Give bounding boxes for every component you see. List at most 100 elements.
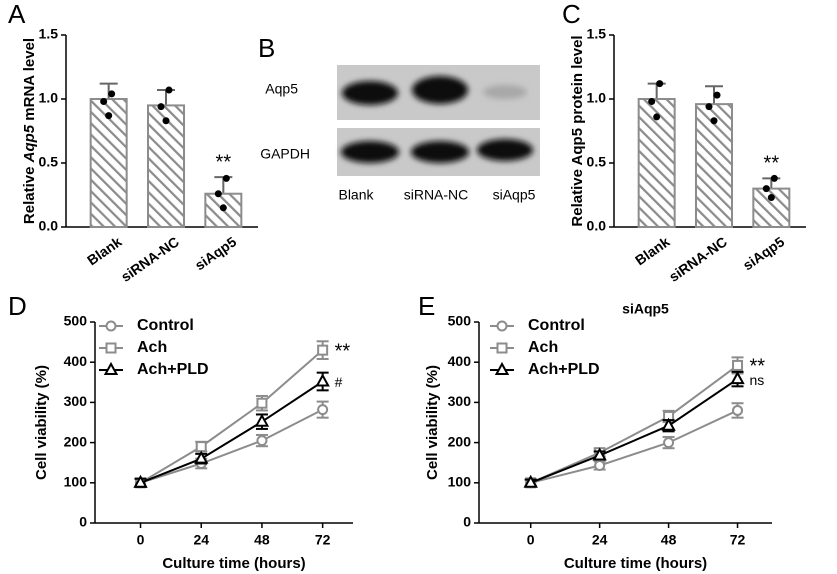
data-point xyxy=(713,91,721,99)
y-tick-label: 500 xyxy=(448,313,472,329)
marker xyxy=(661,417,676,431)
y-tick-label: 0.5 xyxy=(39,154,59,170)
marker xyxy=(732,359,744,371)
data-point xyxy=(705,103,713,111)
y-tick-label: 300 xyxy=(448,393,472,409)
significance: ** xyxy=(764,153,780,175)
marker xyxy=(663,437,675,449)
series-line xyxy=(140,380,324,484)
marker xyxy=(103,361,119,375)
marker xyxy=(496,320,508,332)
y-axis-label-part: mRNA level xyxy=(21,38,38,121)
series-line xyxy=(140,408,324,484)
y-tick-label: 1.5 xyxy=(587,26,607,42)
data-point xyxy=(710,117,718,125)
blot-band xyxy=(412,76,468,104)
annotation: ** xyxy=(335,340,351,362)
data-point xyxy=(100,98,108,106)
marker xyxy=(194,450,209,464)
blot-band xyxy=(341,141,399,163)
y-tick-label: 400 xyxy=(448,353,472,369)
x-tick-label: siRNA-NC xyxy=(666,233,730,284)
bar xyxy=(695,103,733,228)
x-tick-label: 48 xyxy=(254,532,270,548)
y-axis-label: Relative Aqp5 protein level xyxy=(569,35,586,226)
blot-band xyxy=(483,85,527,99)
marker xyxy=(195,441,207,453)
data-point xyxy=(656,80,664,88)
chart-title: siAqp5 xyxy=(622,301,669,317)
marker xyxy=(105,320,117,332)
data-point xyxy=(767,194,775,202)
series-line xyxy=(530,364,739,484)
y-tick-label: 1.0 xyxy=(587,90,607,106)
x-tick-label: Blank xyxy=(632,233,673,268)
x-tick-label: 48 xyxy=(661,532,677,548)
series-line xyxy=(140,349,324,484)
y-tick-label: 200 xyxy=(64,433,88,449)
panel-letter: A xyxy=(8,0,26,29)
data-point xyxy=(219,204,227,212)
y-tick-label: 0 xyxy=(463,514,471,530)
y-axis-label-part: Aqp5 xyxy=(21,124,38,163)
blot-image xyxy=(337,65,540,176)
y-tick-label: 0.0 xyxy=(587,218,607,234)
y-axis-label: Cell viability (%) xyxy=(33,365,50,480)
x-tick-label: siAqp5 xyxy=(192,233,240,273)
marker xyxy=(592,447,607,461)
marker xyxy=(732,404,744,416)
legend-label: Control xyxy=(528,317,585,334)
series-line xyxy=(530,409,738,484)
data-point xyxy=(762,185,770,193)
annotation: # xyxy=(335,374,343,390)
panel-letter: E xyxy=(418,291,435,321)
x-tick-label: 72 xyxy=(730,532,746,548)
y-tick-label: 1.0 xyxy=(39,90,59,106)
y-tick-label: 400 xyxy=(64,353,88,369)
legend-label: Ach+PLD xyxy=(137,361,209,378)
annotation: ** xyxy=(750,356,766,378)
data-point xyxy=(165,86,173,94)
marker xyxy=(523,474,538,488)
marker xyxy=(254,413,270,427)
x-tick-label: Blank xyxy=(84,233,125,268)
y-tick-label: 0.0 xyxy=(39,218,59,234)
y-tick-label: 300 xyxy=(64,393,88,409)
marker xyxy=(496,342,508,354)
panel-letter: C xyxy=(562,0,581,29)
y-axis-label: Cell viability (%) xyxy=(424,365,441,480)
data-point xyxy=(105,112,113,120)
x-tick-label: 0 xyxy=(137,532,145,548)
bar xyxy=(147,104,185,228)
blot-band xyxy=(477,139,533,161)
data-point xyxy=(157,103,165,111)
panel-letter: D xyxy=(8,291,27,321)
data-point xyxy=(162,117,170,125)
series-line xyxy=(530,378,739,484)
bar xyxy=(89,98,128,228)
y-tick-label: 0.5 xyxy=(587,154,607,170)
marker xyxy=(317,404,329,416)
legend-label: Ach xyxy=(528,339,558,356)
marker xyxy=(256,397,268,409)
x-tick-label: siRNA-NC xyxy=(118,233,182,284)
x-tick-label: siAqp5 xyxy=(740,233,788,273)
y-tick-label: 100 xyxy=(448,474,472,490)
blot-row-label: GAPDH xyxy=(260,146,310,162)
data-point xyxy=(770,174,778,182)
marker xyxy=(256,435,268,447)
legend-label: Ach+PLD xyxy=(528,361,600,378)
blot-lane-label: siRNA-NC xyxy=(404,187,469,203)
x-tick-label: 24 xyxy=(592,532,608,548)
marker xyxy=(730,371,745,385)
marker xyxy=(133,474,148,488)
panel-letter: B xyxy=(258,33,275,63)
blot-lane-label: Blank xyxy=(338,187,374,203)
blot-band xyxy=(342,81,398,105)
y-tick-label: 1.5 xyxy=(39,26,59,42)
legend-label: Ach xyxy=(137,339,167,356)
data-point xyxy=(214,190,222,198)
data-point xyxy=(222,174,230,182)
